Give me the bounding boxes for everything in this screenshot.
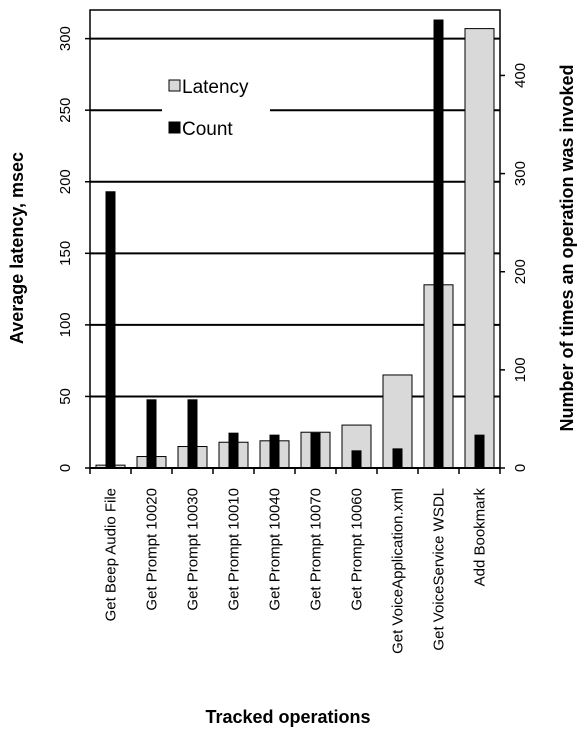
y-tick-label: 0: [57, 464, 74, 472]
axes: [85, 9, 505, 474]
category-label: Get VoiceApplication.xml: [390, 488, 407, 654]
category-label: Add Bookmark: [472, 488, 489, 587]
legend-swatch-latency: [168, 79, 181, 92]
y-tick-label: 50: [57, 388, 74, 405]
category-label: Get VoiceService WSDL: [431, 488, 448, 651]
y2-tick-label: 400: [512, 63, 529, 88]
bar-count: [105, 191, 116, 469]
legend-swatch-count: [168, 121, 181, 134]
y-tick-label: 300: [57, 26, 74, 51]
category-label: Get Prompt 10020: [144, 488, 161, 611]
y2-tick-label: 200: [512, 259, 529, 284]
bar-count: [310, 432, 321, 468]
category-label: Get Prompt 10060: [349, 488, 366, 611]
legend-label-latency: Latency: [182, 77, 249, 98]
y2-tick-label: 0: [512, 464, 529, 472]
y-tick-label: 150: [57, 241, 74, 266]
y2-tick-label: 100: [512, 357, 529, 382]
y-axis-title: Average latency, msec: [7, 152, 27, 344]
category-label: Get Prompt 10030: [185, 488, 202, 611]
legend-label-count: Count: [182, 119, 233, 140]
category-labels: Get Beep Audio File Get Prompt 10020 Get P…: [103, 488, 489, 654]
category-label: Get Prompt 10010: [226, 488, 243, 611]
y2-tick-label: 300: [512, 161, 529, 186]
category-label: Get Prompt 10070: [308, 488, 325, 611]
bar-latency: [464, 28, 495, 469]
legend: Latency Count: [162, 72, 270, 140]
bar-count: [474, 434, 485, 468]
tick-labels: 0 50 100 150 200 250 300 0 100 200 300 400: [57, 26, 529, 472]
bar-count: [228, 432, 239, 468]
category-label: Get Prompt 10040: [267, 488, 284, 611]
y-tick-label: 100: [57, 312, 74, 337]
bars: [95, 19, 495, 469]
x-axis-title: Tracked operations: [205, 707, 370, 727]
bar-count: [433, 19, 444, 469]
y-tick-label: 250: [57, 98, 74, 123]
bar-count: [187, 399, 198, 468]
category-label: Get Beep Audio File: [103, 488, 120, 621]
bar-count: [351, 450, 362, 468]
y-tick-label: 200: [57, 169, 74, 194]
bar-count: [392, 448, 403, 468]
bar-count: [269, 434, 280, 468]
y2-axis-title: Number of times an operation was invoked: [557, 64, 577, 431]
bar-count: [146, 399, 157, 468]
